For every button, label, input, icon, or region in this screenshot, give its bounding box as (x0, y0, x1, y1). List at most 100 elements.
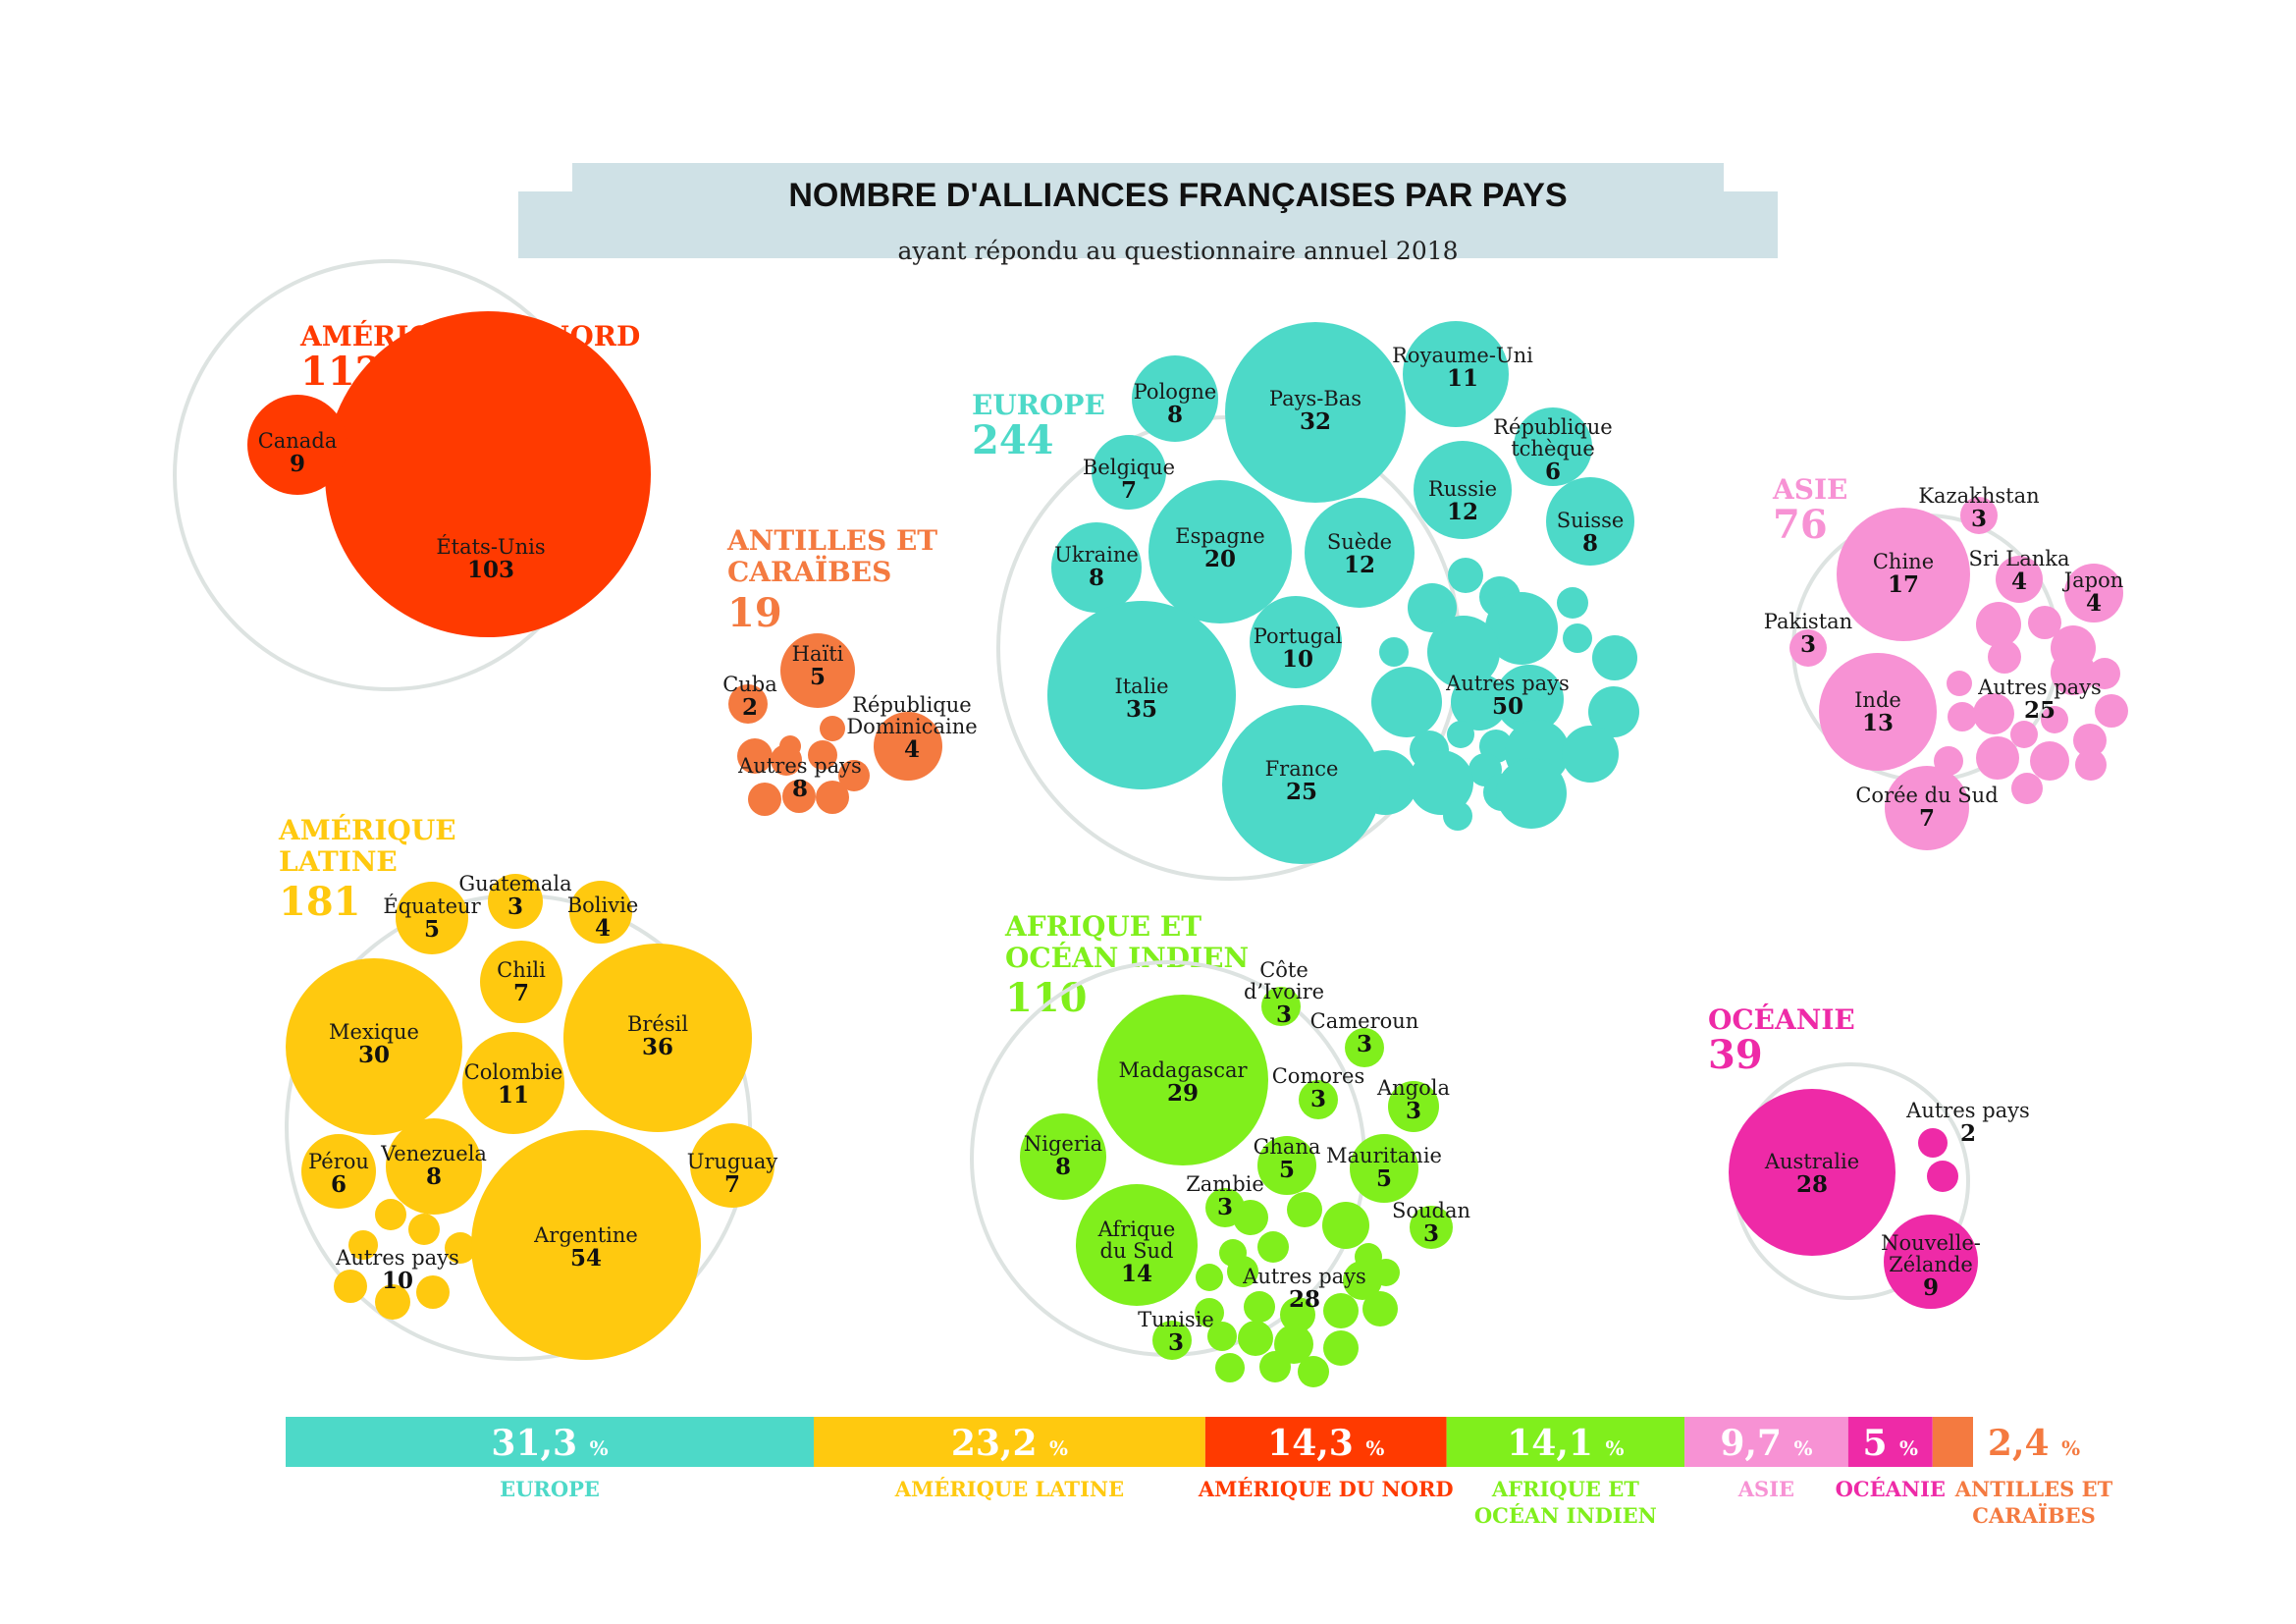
other-country-bubble (1485, 592, 1558, 665)
other-country-bubble (1409, 750, 1473, 815)
other-country-bubble (1322, 1202, 1369, 1249)
share-percent-label: 14,1 % (1507, 1423, 1624, 1464)
bubble-value: 8 (1089, 565, 1104, 591)
other-country-bubble (1215, 1353, 1245, 1382)
region-total: 76 (1773, 502, 1828, 548)
bubble-cuba (728, 684, 768, 724)
bubble-label: Nigeria (1024, 1132, 1102, 1156)
region-title: LATINE (279, 845, 398, 878)
other-country-bubble (1196, 1264, 1223, 1291)
bubble-value: 5 (1279, 1157, 1295, 1183)
other-country-bubble (1323, 1293, 1359, 1328)
bubble-label: Dominicaine (846, 715, 977, 738)
other-country-bubble (1562, 726, 1619, 783)
bubble-equateur (396, 882, 468, 954)
other-country-bubble (1372, 1259, 1400, 1286)
bubble-value: 6 (331, 1171, 347, 1198)
bubble-label: Madagascar (1118, 1058, 1248, 1082)
other-country-bubble (737, 738, 773, 774)
bubble-suede (1305, 498, 1415, 608)
bubble-argentine (471, 1130, 701, 1360)
other-country-bubble (1557, 587, 1588, 619)
bubble-value: 9 (290, 451, 305, 477)
other-country-bubble (408, 1214, 440, 1245)
bubble-bresil (563, 944, 752, 1132)
bubble-label: Corée du Sud (1855, 784, 1998, 807)
bubble-royaume-uni (1403, 321, 1509, 427)
bubble-value: 10 (1282, 646, 1313, 673)
other-country-bubble (1287, 1192, 1322, 1227)
other-country-bubble (2075, 749, 2107, 781)
bubble-label: Autres pays (1977, 676, 2102, 699)
bubble-label: du Sud (1100, 1239, 1174, 1263)
bubble-label: Inde (1854, 688, 1901, 712)
bubble-value: 8 (1582, 530, 1598, 557)
other-country-bubble (1592, 635, 1637, 680)
share-region-label: AMÉRIQUE DU NORD (1198, 1477, 1454, 1501)
bubble-comores (1299, 1080, 1338, 1119)
bubble-australie (1729, 1089, 1896, 1256)
share-percent-label: 14,3 % (1267, 1423, 1384, 1464)
bubble-label: Autres pays (335, 1246, 459, 1270)
bubble-venezuela (386, 1118, 482, 1215)
bubble-inde (1819, 653, 1937, 771)
share-region-label: AMÉRIQUE LATINE (894, 1477, 1124, 1501)
other-country-bubble (1323, 1330, 1359, 1366)
other-country-bubble (1447, 721, 1474, 748)
share-segment-oceanie (1847, 1417, 1933, 1467)
bubble-value: 4 (2011, 568, 2027, 595)
bubble-value: 30 (358, 1042, 390, 1068)
other-country-bubble (779, 735, 801, 757)
bubble-value: 25 (1286, 779, 1317, 805)
bubble-label: tchèque (1511, 437, 1595, 460)
bubble-espagne (1148, 480, 1292, 623)
share-region-label: ASIE (1737, 1477, 1794, 1501)
bubble-russie (1414, 441, 1512, 539)
bubble-value: 13 (1862, 710, 1894, 736)
bubble-label: Zélande (1889, 1253, 1973, 1276)
bubble-value: 3 (507, 893, 523, 920)
bubble-value: 54 (570, 1245, 602, 1272)
share-segment-amerique-du-nord (1204, 1417, 1447, 1467)
region-title: EUROPE (972, 389, 1105, 421)
share-percent-label: 31,3 % (491, 1423, 608, 1464)
other-country-bubble (1918, 1128, 1948, 1158)
page-title: NOMBRE D'ALLIANCES FRANÇAISES PAR PAYS (788, 177, 1567, 214)
other-country-bubble (2028, 606, 2061, 639)
bubble-label: Autres pays (1242, 1265, 1366, 1288)
other-country-bubble (1496, 758, 1567, 829)
bubble-canada (247, 395, 347, 495)
other-country-bubble (816, 781, 849, 814)
other-country-bubble (1207, 1322, 1237, 1351)
other-country-bubble (1495, 665, 1564, 733)
share-percent-label: 23,2 % (951, 1423, 1068, 1464)
share-segment-europe (286, 1417, 815, 1467)
other-country-bubble (375, 1284, 410, 1320)
bubble-value: 11 (1447, 365, 1478, 392)
bubble-value: 7 (1919, 805, 1935, 832)
bubble-etats-unis (325, 311, 651, 637)
other-country-bubble (1244, 1291, 1275, 1323)
bubble-haiti (780, 633, 855, 708)
bubble-label: Pologne (1134, 380, 1217, 404)
bubble-value: 12 (1447, 499, 1478, 525)
bubble-label: Canada (258, 429, 338, 453)
other-country-bubble (2011, 773, 2043, 804)
bubble-value: 25 (2024, 697, 2056, 724)
other-country-bubble (1298, 1356, 1329, 1387)
other-country-bubble (838, 760, 870, 791)
bubble-value: 3 (1357, 1031, 1372, 1057)
bubble-label: d’Ivoire (1244, 980, 1324, 1003)
bubble-value: 3 (1406, 1098, 1421, 1124)
bubble-zambie (1205, 1188, 1245, 1227)
bubble-label: Guatemala (458, 872, 571, 895)
header-banner: NOMBRE D'ALLIANCES FRANÇAISES PAR PAYS a… (518, 163, 1778, 265)
bubble-soudan (1410, 1206, 1453, 1249)
bubble-value: 35 (1126, 696, 1157, 723)
bubble-ghana (1257, 1136, 1316, 1195)
